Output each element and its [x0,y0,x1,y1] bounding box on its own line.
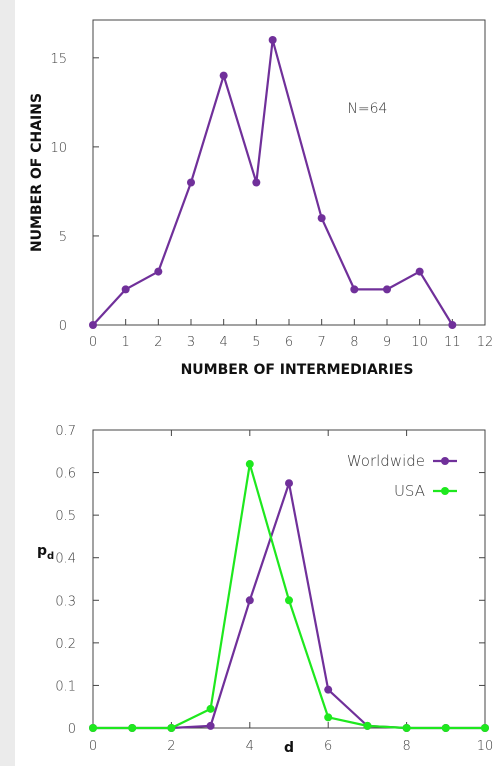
data-point-usa [245,460,254,469]
x-tick-label: 7 [318,335,326,350]
data-point-usa [324,713,333,722]
x-tick-label: 0 [89,739,97,754]
data-point-usa [128,724,137,732]
y-tick-label: 0.1 [55,679,76,694]
x-axis-title: NUMBER OF INTERMEDIARIES [181,362,414,378]
data-point-chains [154,267,163,276]
x-tick-label: 5 [252,335,260,350]
x-tick-label: 6 [324,739,332,754]
y-tick-label: 10 [50,141,67,156]
legend-label-worldwide: Worldwide [347,452,425,470]
data-point-chains [350,285,359,294]
y-tick-label: 0.5 [55,509,76,524]
x-axis-title: d [284,740,294,756]
chart-pd-distribution: 0 2 4 6 8 10 0 0.1 0.2 0.3 0.4 0.5 0.6 0.7 Worldwide US… [37,424,494,756]
data-point-usa [481,724,489,732]
y-tick-label: 0.4 [55,552,76,567]
x-tick-label: 4 [220,335,228,350]
data-point-chains [415,267,424,276]
y-tick-label: 0.6 [55,467,76,482]
y-tick-label: 0 [59,319,67,334]
legend-marker-usa [441,487,449,495]
figure: 0 1 2 3 4 5 6 7 8 9 10 11 12 0 5 10 15 N=64 NUMBER OF INTE… [15,0,498,766]
data-point-worldwide [285,479,293,488]
data-point-usa [441,724,450,732]
x-tick-label: 11 [444,335,461,350]
x-tick-label: 10 [477,739,494,754]
y-tick-label: 5 [59,230,67,245]
series-line-usa [93,462,485,730]
x-tick-label: 6 [285,335,293,350]
data-point-chains [383,285,391,294]
data-point-usa [206,704,215,713]
y-axis-title-sub: d [47,551,54,562]
data-point-worldwide [245,596,254,605]
data-point-chains [89,321,97,329]
data-point-chains [317,214,326,223]
plot-frame [92,19,486,326]
data-point-usa [89,724,97,732]
x-tick-label: 4 [246,739,254,754]
data-point-usa [167,724,176,732]
y-axis-title: pd [37,543,54,562]
x-tick-label: 10 [411,335,428,350]
x-tick-label: 2 [154,335,162,350]
data-point-chains [268,36,277,44]
y-tick-label: 0.7 [55,424,76,439]
legend-marker-worldwide [441,457,449,465]
x-tick-label: 1 [122,335,130,350]
x-tick-label: 12 [477,335,494,350]
x-tick-label: 9 [383,335,391,350]
series-line-worldwide [93,482,485,730]
data-point-usa [285,596,293,605]
data-point-chains [219,71,228,80]
x-tick-label: 3 [187,335,195,350]
data-point-worldwide [206,721,215,730]
x-tick-label: 8 [402,739,410,754]
legend-label-usa: USA [394,482,425,500]
annotation-n: N=64 [347,101,387,117]
data-point-chains [448,321,457,329]
y-tick-label: 0.2 [55,637,76,652]
data-point-chains [252,178,261,187]
x-tick-label: 2 [167,739,175,754]
y-tick-label: 15 [50,52,67,67]
y-axis-title: NUMBER OF CHAINS [29,93,45,252]
data-point-worldwide [324,685,333,694]
data-point-chains [187,178,195,187]
y-tick-label: 0 [68,722,76,737]
x-tick-label: 8 [350,335,358,350]
y-tick-label: 0.3 [55,594,76,609]
data-point-usa [363,721,372,730]
y-axis-title-main: p [37,543,47,559]
plot-frame [92,429,486,729]
series-line-chains [92,38,454,326]
x-tick-label: 0 [89,335,97,350]
data-point-chains [121,285,130,294]
data-point-usa [402,724,411,732]
